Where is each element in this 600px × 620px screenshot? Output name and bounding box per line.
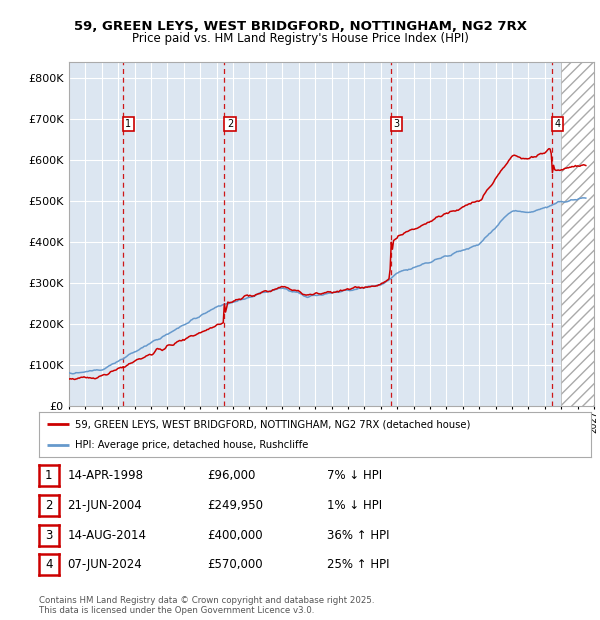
Bar [561,62,594,406]
Text: 14-APR-1998: 14-APR-1998 [67,469,143,482]
Text: 14-AUG-2014: 14-AUG-2014 [67,529,146,541]
Text: 3: 3 [394,119,400,129]
Text: 2: 2 [227,119,233,129]
Text: 3: 3 [45,529,53,541]
Text: 25% ↑ HPI: 25% ↑ HPI [327,559,389,571]
Text: 2: 2 [45,499,53,511]
Text: £96,000: £96,000 [207,469,256,482]
Text: HPI: Average price, detached house, Rushcliffe: HPI: Average price, detached house, Rush… [75,440,308,450]
Text: £570,000: £570,000 [207,559,263,571]
Text: Price paid vs. HM Land Registry's House Price Index (HPI): Price paid vs. HM Land Registry's House … [131,32,469,45]
Text: Contains HM Land Registry data © Crown copyright and database right 2025.
This d: Contains HM Land Registry data © Crown c… [39,596,374,615]
Text: 59, GREEN LEYS, WEST BRIDGFORD, NOTTINGHAM, NG2 7RX (detached house): 59, GREEN LEYS, WEST BRIDGFORD, NOTTINGH… [75,419,470,430]
Text: 1% ↓ HPI: 1% ↓ HPI [327,499,382,511]
Text: 21-JUN-2004: 21-JUN-2004 [67,499,142,511]
Text: 59, GREEN LEYS, WEST BRIDGFORD, NOTTINGHAM, NG2 7RX: 59, GREEN LEYS, WEST BRIDGFORD, NOTTINGH… [74,20,527,33]
Text: 4: 4 [554,119,560,129]
Text: £400,000: £400,000 [207,529,263,541]
Text: 4: 4 [45,559,53,571]
Text: 1: 1 [125,119,131,129]
Bar [561,62,594,406]
Text: 1: 1 [45,469,53,482]
Text: 36% ↑ HPI: 36% ↑ HPI [327,529,389,541]
Text: 7% ↓ HPI: 7% ↓ HPI [327,469,382,482]
Text: 07-JUN-2024: 07-JUN-2024 [67,559,142,571]
Text: £249,950: £249,950 [207,499,263,511]
